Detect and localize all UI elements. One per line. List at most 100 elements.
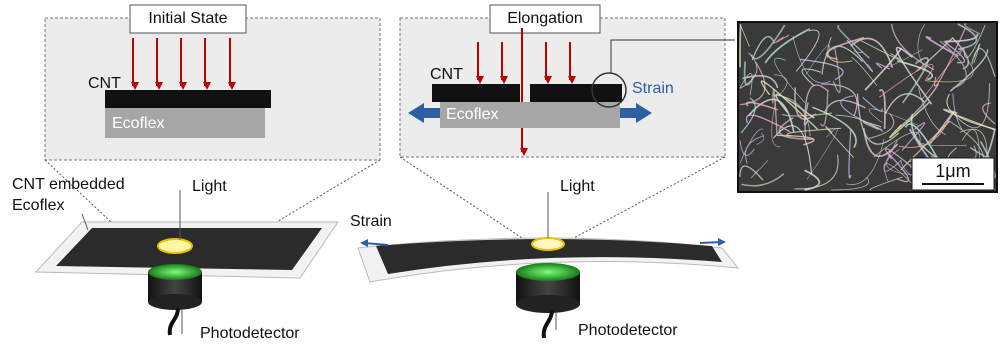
nanotube-fiber	[901, 122, 926, 151]
nanotube-fiber	[792, 36, 831, 84]
nanotube-fiber	[741, 173, 785, 187]
nanotube-fiber	[887, 49, 923, 67]
nanotube-fiber	[885, 93, 926, 114]
title-box	[489, 4, 601, 34]
nanotube-fiber	[804, 169, 821, 191]
nanotube-fiber	[795, 29, 820, 72]
nanotube-fiber	[773, 74, 788, 95]
nanotube-fiber	[846, 138, 885, 185]
nanotube-fiber	[837, 25, 870, 59]
photodetector-base	[516, 295, 580, 313]
nanotube-fiber	[921, 142, 967, 147]
nanotube-fiber	[801, 68, 822, 87]
nanotube-fiber	[830, 176, 869, 191]
nanotube-fiber	[963, 23, 981, 35]
nanotube-fiber	[915, 37, 954, 72]
nanotube-fiber	[771, 100, 781, 148]
nanotube-fiber	[745, 101, 779, 111]
strain-label: Strain	[350, 213, 392, 230]
nanotube-fiber	[772, 125, 813, 175]
nanotube-fiber	[740, 97, 756, 134]
ecoflex-layer	[105, 108, 265, 138]
cnt-label: CNT	[430, 66, 463, 83]
projection-line	[569, 156, 726, 241]
nanotube-fiber	[846, 39, 874, 73]
nanotube-fiber	[772, 89, 778, 136]
panel-title: Elongation	[507, 10, 583, 27]
cable	[541, 309, 554, 339]
nanotube-fiber	[869, 176, 903, 191]
nanotube-fiber	[851, 56, 878, 86]
nanotube-fiber	[868, 108, 920, 127]
nanotube-fiber	[776, 134, 815, 146]
projection-line	[399, 156, 526, 241]
nanotube-fiber	[850, 37, 894, 68]
nanotube-fiber	[971, 47, 996, 78]
nanotube-fiber	[739, 23, 750, 47]
cnt-layer	[105, 90, 271, 108]
photodetector-top	[148, 264, 202, 280]
nanotube-fiber	[875, 62, 891, 70]
detector-label: Photodetector	[200, 325, 300, 342]
nanotube-fiber	[957, 23, 978, 51]
cnt-layer	[530, 84, 622, 102]
projection-line	[199, 159, 381, 269]
cnt-film	[376, 239, 722, 274]
nanotube-fiber	[824, 125, 855, 158]
leader-line	[81, 213, 89, 231]
detector-label: Photodetector	[578, 322, 678, 339]
title-box	[129, 4, 247, 34]
nanotube-fiber	[889, 101, 930, 139]
strain-arrow	[408, 103, 440, 123]
nanotube-fiber	[945, 33, 979, 43]
light-label: Light	[560, 178, 595, 195]
nanotube-fiber	[764, 28, 811, 64]
nanotube-fiber	[774, 57, 806, 103]
nanotube-fiber	[775, 93, 815, 119]
nanotube-fiber	[888, 153, 910, 183]
cnt-label: CNT	[88, 75, 121, 92]
strain-label: Strain	[632, 80, 674, 97]
nanotube-fiber	[756, 133, 765, 145]
nanotube-fiber	[745, 114, 791, 133]
nanotube-fiber	[812, 106, 857, 148]
nanotube-fiber	[897, 59, 934, 81]
zoom-line	[610, 39, 735, 73]
nanotube-fiber	[772, 94, 811, 137]
nanotube-fiber	[900, 120, 950, 171]
light-spot	[531, 237, 565, 251]
nanotube-fiber	[804, 84, 829, 138]
panel-title: Initial State	[148, 10, 227, 27]
nanotube-fiber	[946, 93, 995, 130]
nanotube-fiber	[794, 154, 839, 190]
strain-arrow-head	[718, 238, 726, 246]
nanotube-fiber	[840, 95, 883, 131]
nanotube-fiber	[860, 40, 902, 61]
nanotube-fiber	[939, 40, 967, 89]
nanotube-fiber	[920, 47, 964, 101]
nanotube-fiber	[925, 60, 974, 83]
photodetector-base	[148, 294, 202, 310]
nanotube-fiber	[745, 135, 764, 164]
nanotube-fiber	[832, 47, 841, 93]
nanotube-fiber	[868, 113, 895, 139]
light-spot	[157, 238, 193, 254]
zoom-circle	[591, 72, 627, 108]
photodetector-top	[516, 263, 580, 281]
nanotube-fiber	[895, 46, 933, 105]
ecoflex-label: Ecoflex	[112, 115, 164, 132]
nanotube-fiber	[827, 36, 853, 63]
nanotube-fiber	[821, 45, 864, 75]
nanotube-fiber	[835, 114, 884, 133]
nanotube-fiber	[873, 131, 921, 158]
nanotube-fiber	[878, 89, 886, 130]
nanotube-fiber	[821, 83, 858, 116]
nanotube-fiber	[775, 34, 790, 43]
nanotube-fiber	[739, 128, 764, 164]
cnt-layer	[432, 84, 520, 102]
nanotube-fiber	[739, 140, 755, 156]
scale-label: 1μm	[935, 161, 970, 181]
nanotube-fiber	[862, 121, 882, 130]
